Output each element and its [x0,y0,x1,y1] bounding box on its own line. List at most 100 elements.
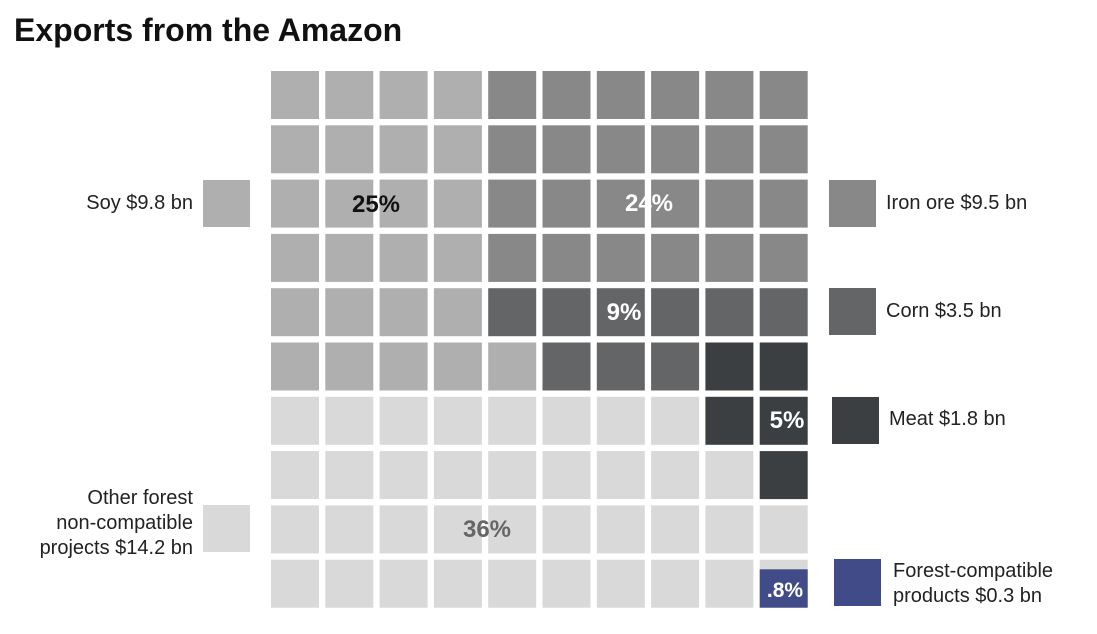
waffle-cell-iron [705,71,754,119]
waffle-cell-iron [759,179,808,228]
waffle-cell-other [542,559,591,608]
waffle-cell-soy [271,342,319,391]
waffle-cell-soy [325,125,374,174]
waffle-cell-soy [271,71,319,119]
legend-swatch-other [203,505,250,552]
waffle-cell-other [271,396,319,445]
waffle-cell-iron [596,125,645,174]
waffle-cell-iron [488,233,537,282]
waffle-cell-soy [271,179,319,228]
waffle-cell-other [596,451,645,500]
waffle-cell-meat [759,342,808,391]
legend-label-soy: Soy $9.8 bn [86,192,193,214]
waffle-cell-soy [379,179,428,228]
waffle-cell-other [542,451,591,500]
waffle-cell-iron [651,71,700,119]
waffle-cell-soy [433,288,482,337]
chart-title: Exports from the Amazon [14,12,403,48]
waffle-cell-other [433,451,482,500]
waffle-cell-iron [488,71,537,119]
waffle-cell-other [651,451,700,500]
waffle-cell-iron [759,233,808,282]
pct-label-meat: 5% [769,407,805,434]
waffle-cell-other [271,559,319,608]
waffle-cell-meat [759,396,808,445]
waffle-cell-other [596,396,645,445]
waffle-cell-iron [651,233,700,282]
waffle-cell-soy [433,233,482,282]
pct-label-soy: 25% [351,191,401,218]
waffle-cell-iron [651,179,700,228]
legend-swatch-meat [832,397,879,444]
waffle-cell-corn [596,288,645,337]
waffle-cell-soy [488,342,537,391]
waffle-cell-iron [705,233,754,282]
waffle-cell-soy [379,71,428,119]
waffle-cell-soy [325,342,374,391]
waffle-cell-soy [325,179,374,228]
waffle-cell-soy [325,233,374,282]
waffle-cell-soy [433,71,482,119]
waffle-cell-other [433,559,482,608]
pct-label-corn: 9% [606,299,642,326]
waffle-cell-iron [542,125,591,174]
waffle-cell-other [651,396,700,445]
waffle-cell-corn [542,288,591,337]
waffle-cell-corn [542,342,591,391]
waffle-cell-other [651,505,700,554]
waffle-cell-corn [651,288,700,337]
waffle-cell-other [271,451,319,500]
waffle-cell-other [379,451,428,500]
waffle-cell-corn [596,342,645,391]
waffle-cell-soy [433,342,482,391]
waffle-cell-other [705,451,754,500]
waffle-cell-meat [705,396,754,445]
waffle-cell-other [379,559,428,608]
legend-swatch-corn [829,288,876,335]
waffle-cell-other [433,505,482,554]
waffle-cell-other [488,451,537,500]
legend-label-iron-ore: Iron ore $9.5 bn [886,192,1028,214]
legend-swatch-iron-ore [829,180,876,227]
waffle-cell-other [379,396,428,445]
waffle-cell-iron [759,125,808,174]
legend-label-other: Other forest non-compatible projects $14… [39,487,193,559]
legend-swatch-soy [203,180,250,227]
waffle-cell-soy [379,342,428,391]
waffle-cell-other [325,396,374,445]
waffle-cell-forest [759,569,808,608]
pct-label-iron-ore: 24% [624,190,674,217]
waffle-cell-other [488,505,537,554]
waffle-cell-iron [542,179,591,228]
legend-label-meat: Meat $1.8 bn [889,408,1006,430]
waffle-cell-iron [596,233,645,282]
waffle-cell-corn [705,288,754,337]
waffle-cell-iron [705,179,754,228]
waffle-cell-soy [271,288,319,337]
waffle-cell-soy [433,125,482,174]
waffle-cell-soy [379,125,428,174]
waffle-cell-corn [488,288,537,337]
waffle-cell-soy [271,233,319,282]
waffle-cell-soy [379,288,428,337]
waffle-cell-other [596,559,645,608]
waffle-cell-other [271,505,319,554]
pct-label-forest-compatible: .8% [766,579,804,602]
waffle-cell-iron [542,233,591,282]
waffle-cell-other [379,505,428,554]
waffle-cell-other [542,396,591,445]
waffle-cell-iron [488,179,537,228]
waffle-cell-iron [542,71,591,119]
legend-swatch-forest-compatible [834,559,881,606]
waffle-cell-other [325,559,374,608]
waffle-cell-other [651,559,700,608]
waffle-cell-other [433,396,482,445]
waffle-cell-meat [705,342,754,391]
waffle-cell-other [759,505,808,554]
waffle-cell-other [705,505,754,554]
waffle-cell-other [542,505,591,554]
waffle-cell-other [488,559,537,608]
waffle-cell-other [488,396,537,445]
waffle-cell-other [325,451,374,500]
